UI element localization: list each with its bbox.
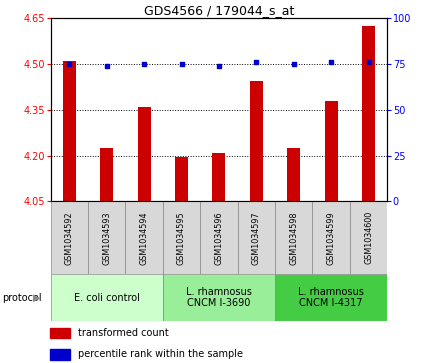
- Bar: [362, 26, 375, 201]
- Bar: [50, 327, 70, 338]
- Bar: [163, 201, 200, 274]
- Bar: [275, 201, 312, 274]
- Bar: [312, 201, 350, 274]
- Text: ▶: ▶: [33, 293, 40, 303]
- Text: percentile rank within the sample: percentile rank within the sample: [78, 350, 243, 359]
- Bar: [238, 201, 275, 274]
- Text: GSM1034598: GSM1034598: [289, 211, 298, 265]
- Point: [216, 63, 223, 69]
- Text: GSM1034593: GSM1034593: [102, 211, 111, 265]
- Bar: [250, 81, 263, 201]
- Point: [253, 59, 260, 65]
- Bar: [287, 148, 300, 201]
- Text: L. rhamnosus
CNCM I-3690: L. rhamnosus CNCM I-3690: [186, 287, 252, 309]
- Bar: [51, 201, 88, 274]
- Text: GSM1034600: GSM1034600: [364, 211, 373, 264]
- Bar: [213, 152, 225, 201]
- Point: [178, 61, 185, 67]
- Bar: [50, 349, 70, 360]
- Text: transformed count: transformed count: [78, 328, 169, 338]
- Text: protocol: protocol: [2, 293, 42, 303]
- Bar: [100, 148, 113, 201]
- Bar: [175, 156, 188, 201]
- Point: [327, 59, 335, 65]
- Point: [365, 59, 372, 65]
- Point: [66, 61, 73, 67]
- Bar: [138, 107, 150, 201]
- Text: L. rhamnosus
CNCM I-4317: L. rhamnosus CNCM I-4317: [298, 287, 364, 309]
- Bar: [325, 101, 337, 201]
- Title: GDS4566 / 179044_s_at: GDS4566 / 179044_s_at: [144, 4, 294, 17]
- Point: [290, 61, 297, 67]
- Text: GSM1034594: GSM1034594: [139, 211, 149, 265]
- Text: GSM1034592: GSM1034592: [65, 211, 74, 265]
- Bar: [63, 61, 76, 201]
- Text: GSM1034599: GSM1034599: [326, 211, 336, 265]
- Bar: [51, 274, 163, 321]
- Bar: [200, 201, 238, 274]
- Text: GSM1034595: GSM1034595: [177, 211, 186, 265]
- Bar: [163, 274, 275, 321]
- Bar: [125, 201, 163, 274]
- Text: GSM1034596: GSM1034596: [214, 211, 224, 265]
- Bar: [275, 274, 387, 321]
- Point: [103, 63, 110, 69]
- Point: [141, 61, 148, 67]
- Bar: [88, 201, 125, 274]
- Text: E. coli control: E. coli control: [74, 293, 139, 303]
- Text: GSM1034597: GSM1034597: [252, 211, 261, 265]
- Bar: [350, 201, 387, 274]
